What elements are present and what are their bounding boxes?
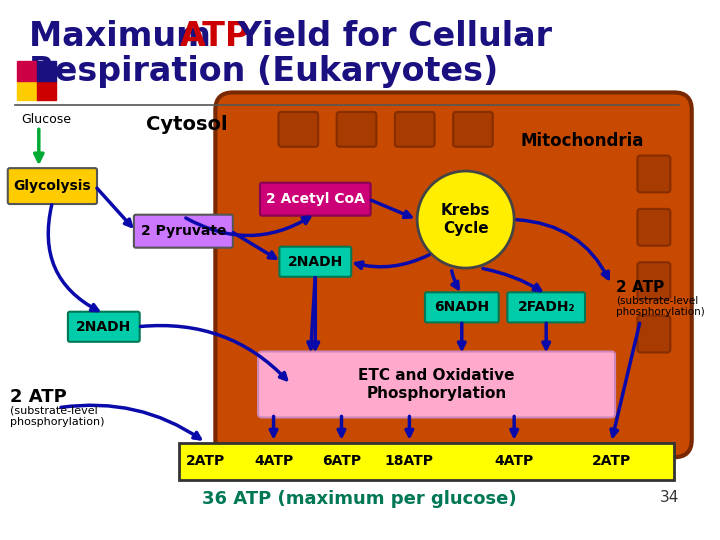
Text: Krebs: Krebs	[441, 204, 490, 218]
Text: 2NADH: 2NADH	[288, 255, 343, 269]
FancyBboxPatch shape	[508, 292, 585, 322]
FancyBboxPatch shape	[425, 292, 499, 322]
FancyBboxPatch shape	[279, 247, 351, 277]
FancyBboxPatch shape	[637, 156, 670, 192]
Text: 36 ATP (maximum per glucose): 36 ATP (maximum per glucose)	[202, 490, 516, 508]
FancyBboxPatch shape	[337, 112, 377, 147]
Text: 18ATP: 18ATP	[385, 454, 434, 468]
Text: Cycle: Cycle	[443, 221, 488, 236]
Text: (substrate-level: (substrate-level	[9, 406, 97, 416]
Text: 2 Acetyl CoA: 2 Acetyl CoA	[266, 192, 365, 206]
Text: ETC and Oxidative: ETC and Oxidative	[359, 368, 515, 383]
FancyBboxPatch shape	[637, 315, 670, 353]
FancyBboxPatch shape	[258, 352, 615, 417]
Text: ATP: ATP	[179, 19, 250, 53]
Text: 2NADH: 2NADH	[76, 320, 132, 334]
FancyBboxPatch shape	[637, 209, 670, 246]
Text: 2 ATP: 2 ATP	[9, 388, 66, 407]
Text: Phosphorylation: Phosphorylation	[366, 386, 507, 401]
Text: phosphorylation): phosphorylation)	[616, 307, 705, 317]
Circle shape	[417, 171, 514, 268]
Text: 6ATP: 6ATP	[322, 454, 361, 468]
Text: Cytosol: Cytosol	[145, 115, 227, 134]
Bar	[17, 81, 37, 100]
Text: 2FADH₂: 2FADH₂	[518, 300, 575, 314]
FancyBboxPatch shape	[260, 183, 371, 215]
FancyBboxPatch shape	[134, 215, 233, 248]
Text: 2 Pyruvate: 2 Pyruvate	[140, 224, 226, 238]
Text: 2 ATP: 2 ATP	[616, 280, 665, 295]
Text: 4ATP: 4ATP	[254, 454, 293, 468]
Text: Mitochondria: Mitochondria	[521, 132, 644, 150]
Bar	[17, 62, 37, 81]
Text: Glucose: Glucose	[22, 113, 71, 126]
FancyBboxPatch shape	[637, 262, 670, 299]
Bar	[37, 62, 56, 81]
Text: phosphorylation): phosphorylation)	[9, 417, 104, 428]
Text: 34: 34	[660, 490, 679, 505]
FancyBboxPatch shape	[8, 168, 97, 204]
Text: 2ATP: 2ATP	[592, 454, 631, 468]
FancyBboxPatch shape	[215, 92, 692, 457]
Bar	[37, 81, 56, 100]
Text: Yield for Cellular: Yield for Cellular	[226, 19, 552, 53]
FancyBboxPatch shape	[68, 312, 140, 342]
Text: Respiration (Eukaryotes): Respiration (Eukaryotes)	[29, 55, 498, 87]
Text: 4ATP: 4ATP	[495, 454, 534, 468]
Text: 2ATP: 2ATP	[186, 454, 225, 468]
Text: (substrate-level: (substrate-level	[616, 295, 698, 305]
FancyBboxPatch shape	[395, 112, 435, 147]
Text: Maximum: Maximum	[29, 19, 222, 53]
Bar	[179, 443, 674, 480]
Text: 6NADH: 6NADH	[434, 300, 490, 314]
FancyBboxPatch shape	[279, 112, 318, 147]
FancyBboxPatch shape	[453, 112, 492, 147]
Text: Glycolysis: Glycolysis	[14, 179, 91, 193]
